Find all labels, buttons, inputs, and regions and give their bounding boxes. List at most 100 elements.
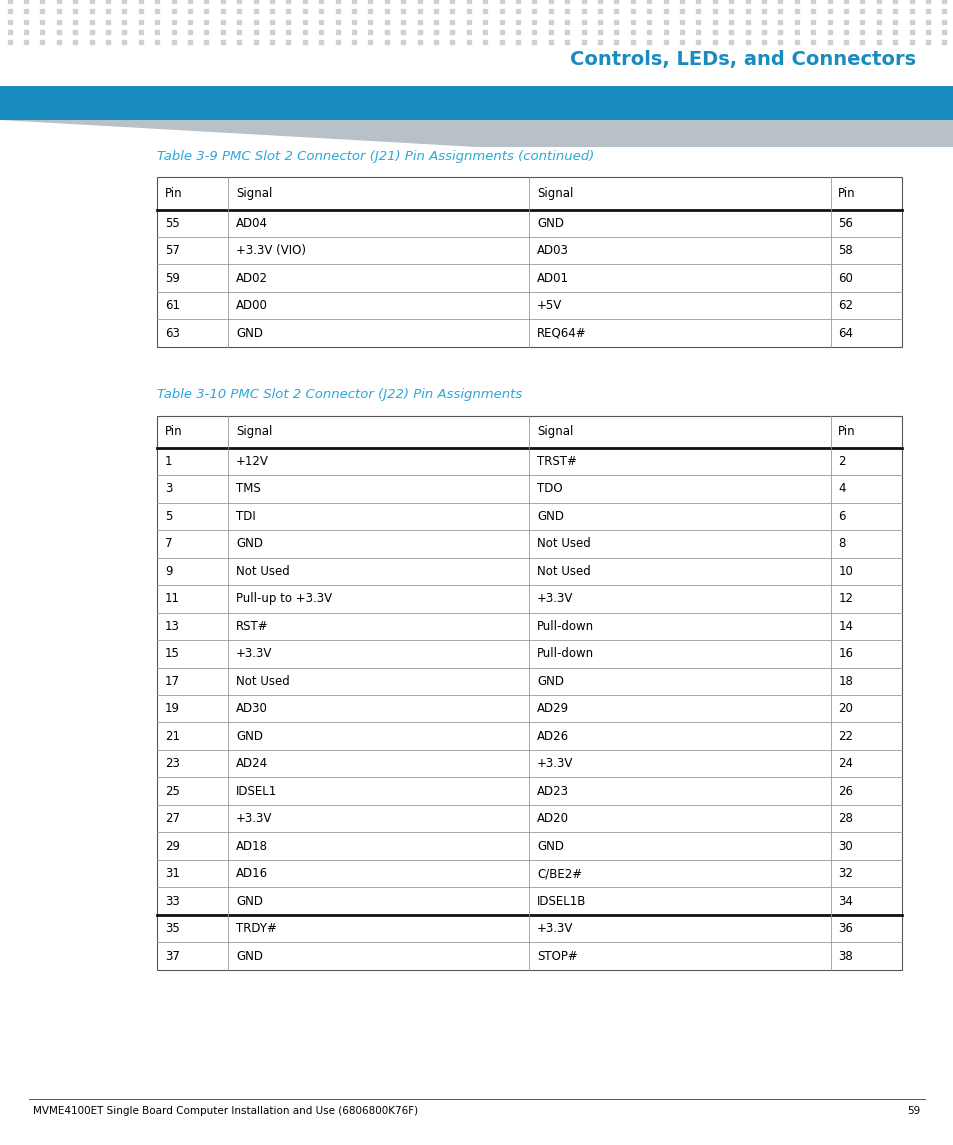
Text: 6: 6 bbox=[838, 510, 845, 523]
Text: 7: 7 bbox=[165, 537, 172, 551]
Text: Signal: Signal bbox=[537, 425, 573, 439]
Text: Signal: Signal bbox=[235, 425, 272, 439]
Text: 32: 32 bbox=[838, 867, 852, 881]
Text: AD24: AD24 bbox=[235, 757, 268, 771]
Text: Signal: Signal bbox=[235, 187, 272, 200]
FancyBboxPatch shape bbox=[0, 86, 953, 120]
Text: +5V: +5V bbox=[537, 299, 561, 313]
Text: IDSEL1: IDSEL1 bbox=[235, 784, 277, 798]
Text: 14: 14 bbox=[838, 619, 852, 633]
Text: AD18: AD18 bbox=[235, 839, 268, 853]
Text: 37: 37 bbox=[165, 949, 180, 963]
Text: +3.3V: +3.3V bbox=[235, 647, 272, 661]
Text: 58: 58 bbox=[838, 244, 852, 258]
Text: 59: 59 bbox=[165, 271, 180, 285]
Text: +3.3V: +3.3V bbox=[537, 592, 573, 606]
Text: 1: 1 bbox=[165, 455, 172, 468]
Text: +3.3V: +3.3V bbox=[235, 812, 272, 826]
Text: 17: 17 bbox=[165, 674, 180, 688]
Text: +3.3V: +3.3V bbox=[537, 757, 573, 771]
Polygon shape bbox=[0, 120, 953, 147]
Text: Not Used: Not Used bbox=[537, 564, 590, 578]
Text: TDI: TDI bbox=[235, 510, 255, 523]
Text: 4: 4 bbox=[838, 482, 845, 496]
Text: Not Used: Not Used bbox=[537, 537, 590, 551]
Text: GND: GND bbox=[235, 729, 263, 743]
Text: +12V: +12V bbox=[235, 455, 269, 468]
Text: 13: 13 bbox=[165, 619, 180, 633]
Text: Pull-down: Pull-down bbox=[537, 619, 594, 633]
Text: 23: 23 bbox=[165, 757, 180, 771]
Text: 30: 30 bbox=[838, 839, 852, 853]
Text: 63: 63 bbox=[165, 326, 180, 340]
Text: 20: 20 bbox=[838, 702, 852, 716]
Text: Table 3-10 PMC Slot 2 Connector (J22) Pin Assignments: Table 3-10 PMC Slot 2 Connector (J22) Pi… bbox=[157, 388, 522, 401]
Text: GND: GND bbox=[235, 949, 263, 963]
Text: 25: 25 bbox=[165, 784, 180, 798]
Text: GND: GND bbox=[537, 510, 563, 523]
Text: 28: 28 bbox=[838, 812, 852, 826]
Text: +3.3V (VIO): +3.3V (VIO) bbox=[235, 244, 306, 258]
Text: 31: 31 bbox=[165, 867, 180, 881]
Text: MVME4100ET Single Board Computer Installation and Use (6806800K76F): MVME4100ET Single Board Computer Install… bbox=[33, 1106, 418, 1115]
Text: 29: 29 bbox=[165, 839, 180, 853]
Text: 33: 33 bbox=[165, 894, 179, 908]
Text: GND: GND bbox=[537, 674, 563, 688]
Text: 34: 34 bbox=[838, 894, 852, 908]
Text: 38: 38 bbox=[838, 949, 852, 963]
Text: 35: 35 bbox=[165, 922, 179, 935]
Text: Table 3-9 PMC Slot 2 Connector (J21) Pin Assignments (continued): Table 3-9 PMC Slot 2 Connector (J21) Pin… bbox=[157, 150, 594, 163]
Text: 56: 56 bbox=[838, 216, 852, 230]
Text: 59: 59 bbox=[906, 1106, 920, 1115]
Text: 12: 12 bbox=[838, 592, 852, 606]
Text: AD02: AD02 bbox=[235, 271, 268, 285]
Text: 18: 18 bbox=[838, 674, 852, 688]
Text: Not Used: Not Used bbox=[235, 674, 290, 688]
Text: AD26: AD26 bbox=[537, 729, 569, 743]
Text: AD03: AD03 bbox=[537, 244, 568, 258]
Text: C/BE2#: C/BE2# bbox=[537, 867, 581, 881]
Text: 2: 2 bbox=[838, 455, 845, 468]
Text: Signal: Signal bbox=[537, 187, 573, 200]
Text: Pin: Pin bbox=[165, 187, 182, 200]
Text: 15: 15 bbox=[165, 647, 180, 661]
Text: STOP#: STOP# bbox=[537, 949, 578, 963]
Text: 9: 9 bbox=[165, 564, 172, 578]
Text: 8: 8 bbox=[838, 537, 844, 551]
Text: TMS: TMS bbox=[235, 482, 260, 496]
Text: 55: 55 bbox=[165, 216, 179, 230]
Text: TRST#: TRST# bbox=[537, 455, 577, 468]
Text: Pin: Pin bbox=[838, 187, 855, 200]
Text: RST#: RST# bbox=[235, 619, 268, 633]
Text: Pull-up to +3.3V: Pull-up to +3.3V bbox=[235, 592, 332, 606]
Text: 36: 36 bbox=[838, 922, 852, 935]
Text: REQ64#: REQ64# bbox=[537, 326, 586, 340]
Text: TRDY#: TRDY# bbox=[235, 922, 276, 935]
Text: 60: 60 bbox=[838, 271, 852, 285]
FancyBboxPatch shape bbox=[157, 416, 901, 970]
Text: GND: GND bbox=[537, 216, 563, 230]
Text: 21: 21 bbox=[165, 729, 180, 743]
Text: Pin: Pin bbox=[165, 425, 182, 439]
Text: Pull-down: Pull-down bbox=[537, 647, 594, 661]
Text: AD30: AD30 bbox=[235, 702, 268, 716]
Text: AD16: AD16 bbox=[235, 867, 268, 881]
Text: Pin: Pin bbox=[838, 425, 855, 439]
Text: 64: 64 bbox=[838, 326, 852, 340]
Text: GND: GND bbox=[235, 326, 263, 340]
Text: AD01: AD01 bbox=[537, 271, 569, 285]
Text: 57: 57 bbox=[165, 244, 180, 258]
Text: AD04: AD04 bbox=[235, 216, 268, 230]
Text: GND: GND bbox=[235, 894, 263, 908]
Text: 10: 10 bbox=[838, 564, 852, 578]
Text: 62: 62 bbox=[838, 299, 852, 313]
Text: AD23: AD23 bbox=[537, 784, 569, 798]
FancyBboxPatch shape bbox=[157, 177, 901, 347]
Text: IDSEL1B: IDSEL1B bbox=[537, 894, 586, 908]
Text: GND: GND bbox=[537, 839, 563, 853]
Text: 24: 24 bbox=[838, 757, 852, 771]
Text: AD00: AD00 bbox=[235, 299, 268, 313]
Text: 5: 5 bbox=[165, 510, 172, 523]
Text: Controls, LEDs, and Connectors: Controls, LEDs, and Connectors bbox=[569, 50, 915, 70]
Text: TDO: TDO bbox=[537, 482, 562, 496]
